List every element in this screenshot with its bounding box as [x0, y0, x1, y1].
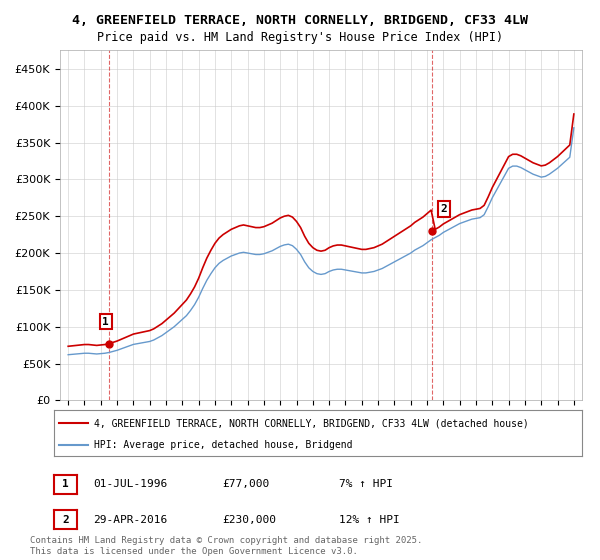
Text: 4, GREENFIELD TERRACE, NORTH CORNELLY, BRIDGEND, CF33 4LW: 4, GREENFIELD TERRACE, NORTH CORNELLY, B… — [72, 14, 528, 27]
Text: £230,000: £230,000 — [222, 515, 276, 525]
Text: 1: 1 — [62, 479, 69, 489]
Text: 2: 2 — [440, 204, 447, 214]
Text: 7% ↑ HPI: 7% ↑ HPI — [339, 479, 393, 489]
Text: Price paid vs. HM Land Registry's House Price Index (HPI): Price paid vs. HM Land Registry's House … — [97, 31, 503, 44]
Text: 4, GREENFIELD TERRACE, NORTH CORNELLY, BRIDGEND, CF33 4LW (detached house): 4, GREENFIELD TERRACE, NORTH CORNELLY, B… — [94, 418, 529, 428]
Text: 2: 2 — [62, 515, 69, 525]
Text: 1: 1 — [102, 316, 109, 326]
Text: HPI: Average price, detached house, Bridgend: HPI: Average price, detached house, Brid… — [94, 440, 352, 450]
Text: £77,000: £77,000 — [222, 479, 269, 489]
Text: 01-JUL-1996: 01-JUL-1996 — [93, 479, 167, 489]
Text: 29-APR-2016: 29-APR-2016 — [93, 515, 167, 525]
Text: 12% ↑ HPI: 12% ↑ HPI — [339, 515, 400, 525]
Text: Contains HM Land Registry data © Crown copyright and database right 2025.
This d: Contains HM Land Registry data © Crown c… — [30, 536, 422, 556]
